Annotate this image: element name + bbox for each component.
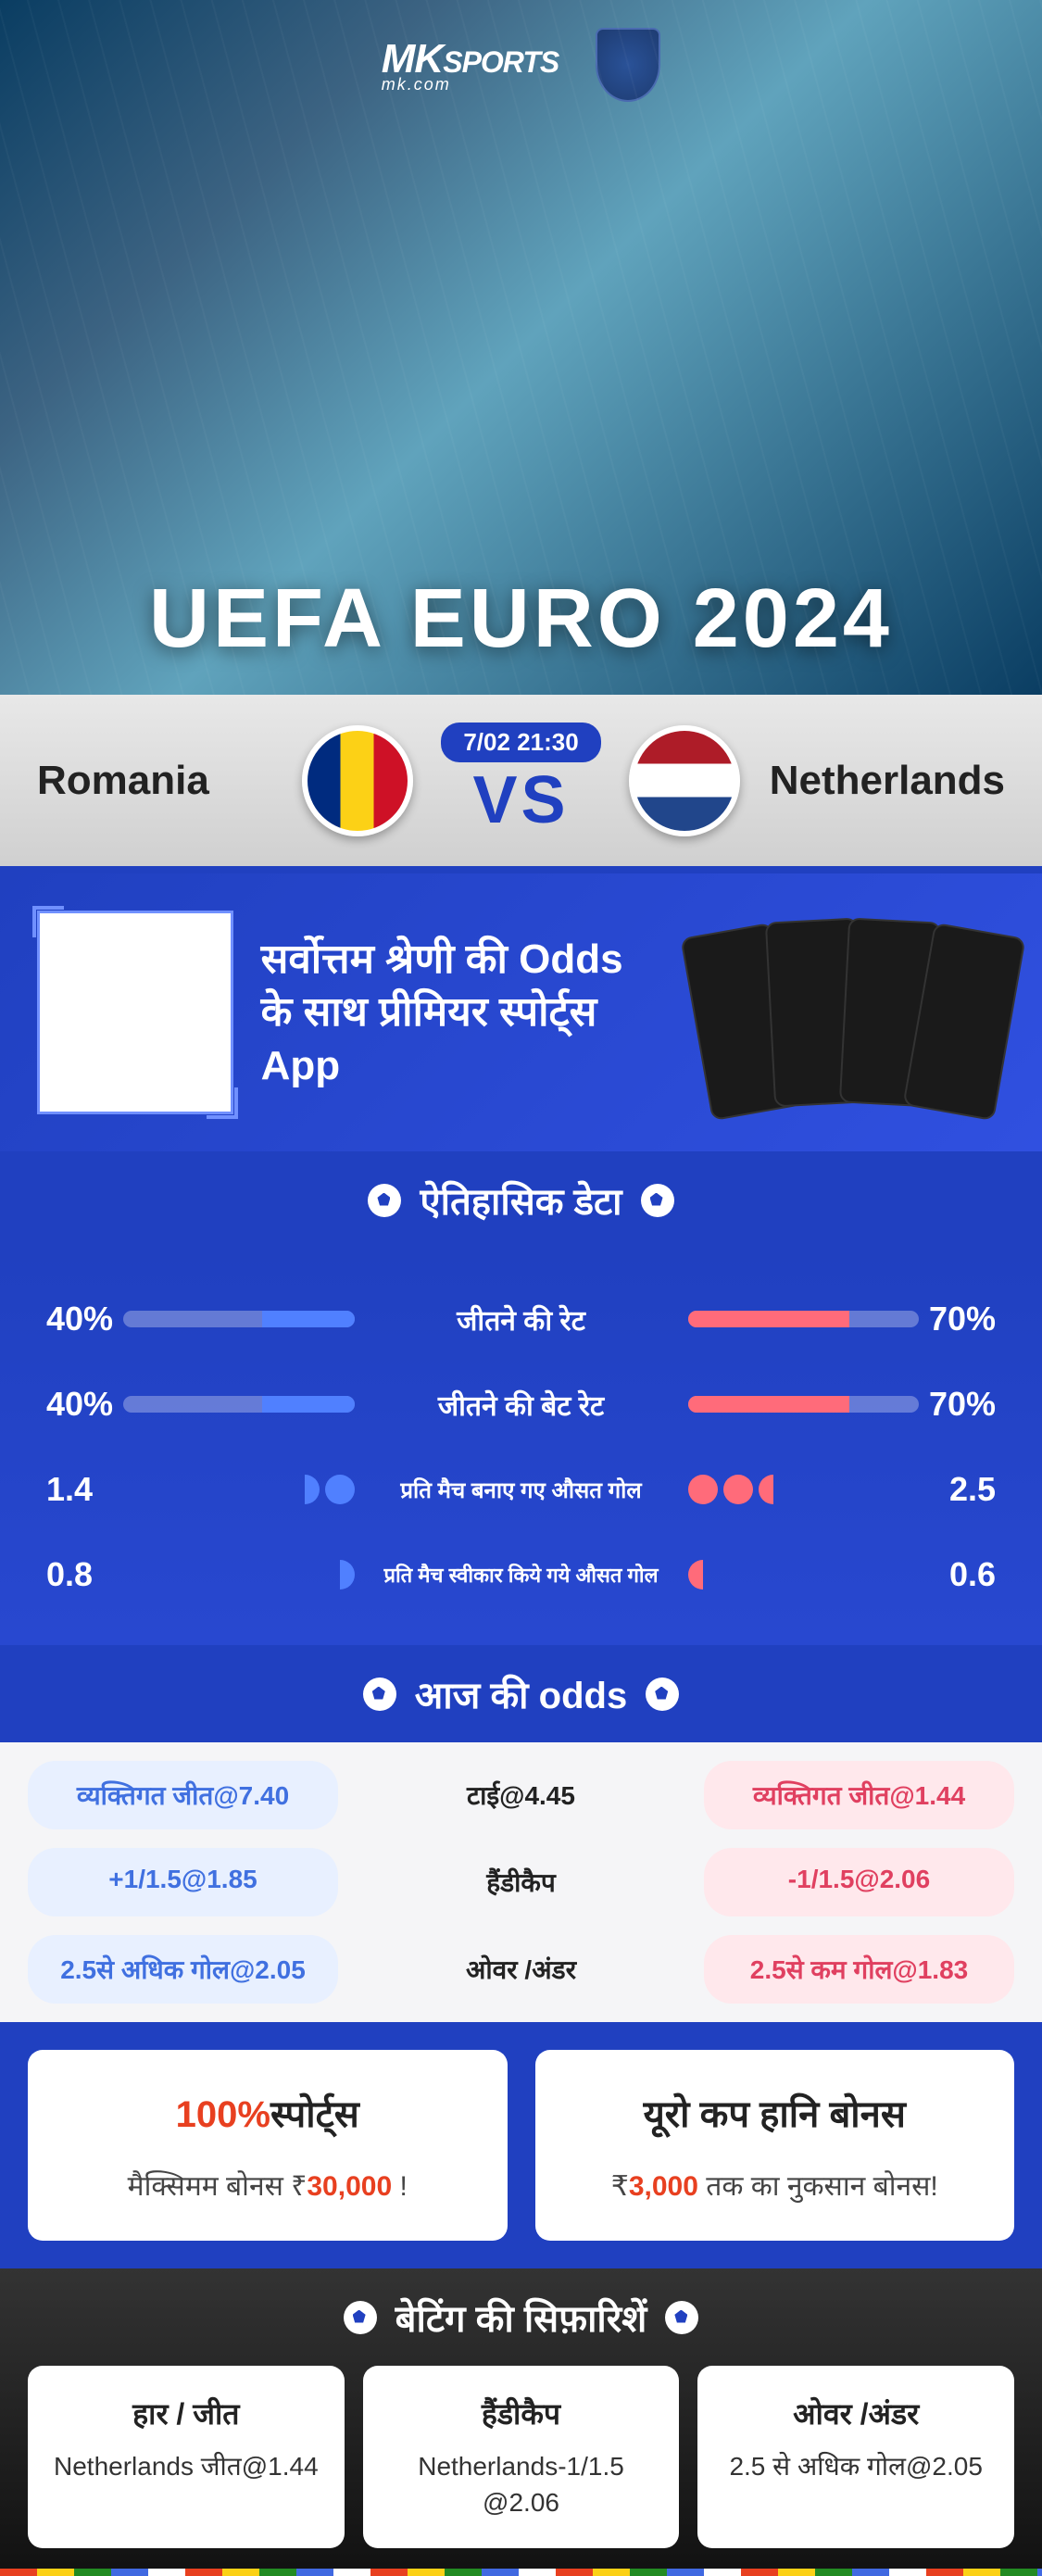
- rec-card[interactable]: हार / जीत Netherlands जीत@1.44: [28, 2366, 345, 2548]
- goals-b-icons: [688, 1475, 919, 1504]
- promo-text: सर्वोत्तम श्रेणी की Odds के साथ प्रीमियर…: [261, 933, 668, 1092]
- rec-card-val: Netherlands-1/1.5 @2.06: [382, 2448, 661, 2520]
- stat-b-betrate: 70%: [919, 1385, 996, 1424]
- bonus-amt: 30,000: [307, 2171, 392, 2202]
- promo-section: सर्वोत्तम श्रेणी की Odds के साथ प्रीमियर…: [0, 873, 1042, 1151]
- rec-card[interactable]: ओवर /अंडर 2.5 से अधिक गोल@2.05: [697, 2366, 1014, 2548]
- ball-icon: [368, 1184, 401, 1217]
- stat-label-goalsagainst: प्रति मैच स्वीकार किये गये औसत गोल: [355, 1561, 688, 1589]
- goals-a-icons: [123, 1560, 354, 1590]
- rec-card-title: हार / जीत: [46, 2394, 326, 2433]
- bonus-sub-pre: मैक्सिमम बोनस ₹: [128, 2171, 308, 2202]
- vs-block: 7/02 21:30 VS: [413, 723, 628, 838]
- odds-grid: व्यक्तिगत जीत@7.40 टाई@4.45 व्यक्तिगत जी…: [0, 1742, 1042, 2022]
- rec-card-val: 2.5 से अधिक गोल@2.05: [716, 2448, 996, 2484]
- goal-half-icon: [340, 1560, 355, 1590]
- stadium-bg: [0, 0, 1042, 695]
- team-b-name: Netherlands: [740, 758, 1005, 804]
- ball-icon: [665, 2301, 698, 2334]
- goal-half-icon: [305, 1475, 320, 1504]
- stat-row-betrate: 40% जीतने की बेट रेट 70%: [46, 1362, 996, 1447]
- bar-b-winrate: [688, 1311, 919, 1327]
- odds-pill[interactable]: 2.5से कम गोल@1.83: [704, 1935, 1014, 2004]
- stat-b-goalsfor: 2.5: [919, 1470, 996, 1509]
- stat-b-winrate: 70%: [919, 1300, 996, 1338]
- bonus-rest: स्पोर्ट्स: [270, 2094, 359, 2135]
- odds-header-text: आज की odds: [415, 1668, 627, 1719]
- odds-label: हैंडीकैप: [366, 1848, 676, 1916]
- historical-header-text: ऐतिहासिक डेटा: [420, 1175, 621, 1225]
- rec-card[interactable]: हैंडीकैप Netherlands-1/1.5 @2.06: [363, 2366, 680, 2548]
- bonus-sub-pre: ₹: [611, 2171, 629, 2202]
- bonus-title: यूरो कप हानि बोनस: [563, 2087, 987, 2138]
- bar-b-betrate: [688, 1396, 919, 1413]
- promo-line1: सर्वोत्तम श्रेणी की Odds: [261, 933, 668, 986]
- odds-pill[interactable]: 2.5से अधिक गोल@2.05: [28, 1935, 338, 2004]
- ball-icon: [646, 1678, 679, 1711]
- goals-a-icons: [123, 1475, 354, 1504]
- qr-code-placeholder[interactable]: [37, 911, 233, 1114]
- recommendations-section: बेटिंग की सिफ़ारिशें हार / जीत Netherlan…: [0, 2268, 1042, 2576]
- bar-a-betrate: [123, 1396, 354, 1413]
- goal-full-icon: [723, 1475, 753, 1504]
- team-a-name: Romania: [37, 758, 302, 804]
- rec-card-title: ओवर /अंडर: [716, 2394, 996, 2433]
- ball-icon: [641, 1184, 674, 1217]
- rec-cards: हार / जीत Netherlands जीत@1.44 हैंडीकैप …: [28, 2366, 1014, 2548]
- historical-stats: 40% जीतने की रेट 70% 40% जीतने की बेट रे…: [0, 1249, 1042, 1645]
- bonus-card-sports[interactable]: 100%स्पोर्ट्स मैक्सिमम बोनस ₹30,000 !: [28, 2050, 508, 2241]
- goal-half-icon: [759, 1475, 773, 1504]
- odds-header: आज की odds: [0, 1645, 1042, 1742]
- stat-label-betrate: जीतने की बेट रेट: [355, 1386, 688, 1424]
- goal-full-icon: [325, 1475, 355, 1504]
- stat-row-goalsagainst: 0.8 प्रति मैच स्वीकार किये गये औसत गोल 0…: [46, 1532, 996, 1617]
- flag-romania-icon: [302, 725, 413, 836]
- bar-a-winrate: [123, 1311, 354, 1327]
- bonus-sub: मैक्सिमम बोनस ₹30,000 !: [56, 2166, 480, 2204]
- bonus-hl: 100%: [176, 2094, 270, 2135]
- rec-card-title: हैंडीकैप: [382, 2394, 661, 2433]
- color-stripes: [0, 2569, 1042, 2576]
- bonus-sub-post: !: [392, 2171, 408, 2202]
- phone-mockups: [696, 911, 1005, 1114]
- goal-half-icon: [688, 1560, 703, 1590]
- goal-full-icon: [688, 1475, 718, 1504]
- stat-label-winrate: जीतने की रेट: [355, 1301, 688, 1338]
- ball-icon: [363, 1678, 396, 1711]
- bonus-card-euro[interactable]: यूरो कप हानि बोनस ₹3,000 तक का नुकसान बो…: [535, 2050, 1015, 2241]
- flag-netherlands-icon: [629, 725, 740, 836]
- bonus-sub-post: तक का नुकसान बोनस!: [698, 2171, 938, 2202]
- stat-row-winrate: 40% जीतने की रेट 70%: [46, 1276, 996, 1362]
- stat-row-goalsfor: 1.4 प्रति मैच बनाए गए औसत गोल 2.5: [46, 1447, 996, 1532]
- odds-pill[interactable]: व्यक्तिगत जीत@1.44: [704, 1761, 1014, 1829]
- promo-line2: के साथ प्रीमियर स्पोर्ट्स App: [261, 986, 668, 1091]
- stat-b-goalsagainst: 0.6: [919, 1555, 996, 1594]
- matchup-bar: Romania 7/02 21:30 VS Netherlands: [0, 695, 1042, 873]
- odds-pill[interactable]: +1/1.5@1.85: [28, 1848, 338, 1916]
- goals-b-icons: [688, 1560, 919, 1590]
- bonus-section: 100%स्पोर्ट्स मैक्सिमम बोनस ₹30,000 ! यू…: [0, 2022, 1042, 2268]
- stat-a-goalsagainst: 0.8: [46, 1555, 123, 1594]
- historical-header: ऐतिहासिक डेटा: [0, 1151, 1042, 1249]
- bonus-title: 100%स्पोर्ट्स: [56, 2087, 480, 2138]
- ball-icon: [344, 2301, 377, 2334]
- match-datetime: 7/02 21:30: [441, 723, 600, 762]
- recs-header: बेटिंग की सिफ़ारिशें: [28, 2268, 1014, 2366]
- stat-a-betrate: 40%: [46, 1385, 123, 1424]
- odds-pill[interactable]: व्यक्तिगत जीत@7.40: [28, 1761, 338, 1829]
- vs-label: VS: [441, 762, 600, 838]
- stat-label-goalsfor: प्रति मैच बनाए गए औसत गोल: [355, 1475, 688, 1505]
- recs-header-text: बेटिंग की सिफ़ारिशें: [395, 2292, 647, 2343]
- odds-pill[interactable]: -1/1.5@2.06: [704, 1848, 1014, 1916]
- bonus-amt: 3,000: [629, 2171, 698, 2202]
- odds-label: टाई@4.45: [366, 1761, 676, 1829]
- stat-a-goalsfor: 1.4: [46, 1470, 123, 1509]
- bonus-sub: ₹3,000 तक का नुकसान बोनस!: [563, 2166, 987, 2204]
- odds-label: ओवर /अंडर: [366, 1935, 676, 2004]
- hero-banner: MKSPORTS mk.com UEFA EURO 2024: [0, 0, 1042, 695]
- rec-card-val: Netherlands जीत@1.44: [46, 2448, 326, 2484]
- stat-a-winrate: 40%: [46, 1300, 123, 1338]
